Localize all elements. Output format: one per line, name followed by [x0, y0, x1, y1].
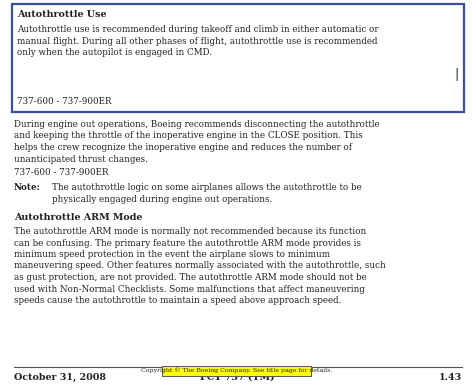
Text: can be confusing. The primary feature the autothrottle ARM mode provides is: can be confusing. The primary feature th… — [14, 239, 361, 248]
Text: October 31, 2008: October 31, 2008 — [14, 373, 106, 382]
Text: The autothrottle logic on some airplanes allows the autothrottle to be: The autothrottle logic on some airplanes… — [52, 184, 362, 193]
Text: Note:: Note: — [14, 184, 41, 193]
Text: The autothrottle ARM mode is normally not recommended because its function: The autothrottle ARM mode is normally no… — [14, 227, 366, 236]
Text: used with Non-Normal Checklists. Some malfunctions that affect maneuvering: used with Non-Normal Checklists. Some ma… — [14, 284, 365, 294]
Text: |: | — [455, 68, 459, 81]
Text: speeds cause the autothrottle to maintain a speed above approach speed.: speeds cause the autothrottle to maintai… — [14, 296, 341, 305]
Text: helps the crew recognize the inoperative engine and reduces the number of: helps the crew recognize the inoperative… — [14, 143, 352, 152]
Text: Autothrottle use is recommended during takeoff and climb in either automatic or: Autothrottle use is recommended during t… — [17, 25, 379, 34]
FancyBboxPatch shape — [12, 4, 464, 112]
Text: maneuvering speed. Other features normally associated with the autothrottle, suc: maneuvering speed. Other features normal… — [14, 262, 386, 271]
Text: as gust protection, are not provided. The autothrottle ARM mode should not be: as gust protection, are not provided. Th… — [14, 273, 367, 282]
Text: FCT 737 (TM): FCT 737 (TM) — [200, 373, 274, 382]
Text: Autothrottle ARM Mode: Autothrottle ARM Mode — [14, 213, 142, 222]
Text: 737-600 - 737-900ER: 737-600 - 737-900ER — [17, 97, 111, 106]
Text: only when the autopilot is engaged in CMD.: only when the autopilot is engaged in CM… — [17, 48, 212, 57]
Text: Copyright © The Boeing Company. See title page for details.: Copyright © The Boeing Company. See titl… — [141, 368, 333, 373]
Text: manual flight. During all other phases of flight, autothrottle use is recommende: manual flight. During all other phases o… — [17, 37, 377, 46]
Text: and keeping the throttle of the inoperative engine in the CLOSE position. This: and keeping the throttle of the inoperat… — [14, 131, 363, 140]
Text: 1.43: 1.43 — [439, 373, 462, 382]
Text: 737-600 - 737-900ER: 737-600 - 737-900ER — [14, 168, 109, 177]
Text: During engine out operations, Boeing recommends disconnecting the autothrottle: During engine out operations, Boeing rec… — [14, 120, 380, 129]
Text: unanticipated thrust changes.: unanticipated thrust changes. — [14, 154, 148, 163]
Text: physically engaged during engine out operations.: physically engaged during engine out ope… — [52, 195, 272, 204]
Text: minimum speed protection in the event the airplane slows to minimum: minimum speed protection in the event th… — [14, 250, 330, 259]
FancyBboxPatch shape — [163, 365, 311, 376]
Text: Autothrottle Use: Autothrottle Use — [17, 10, 107, 19]
